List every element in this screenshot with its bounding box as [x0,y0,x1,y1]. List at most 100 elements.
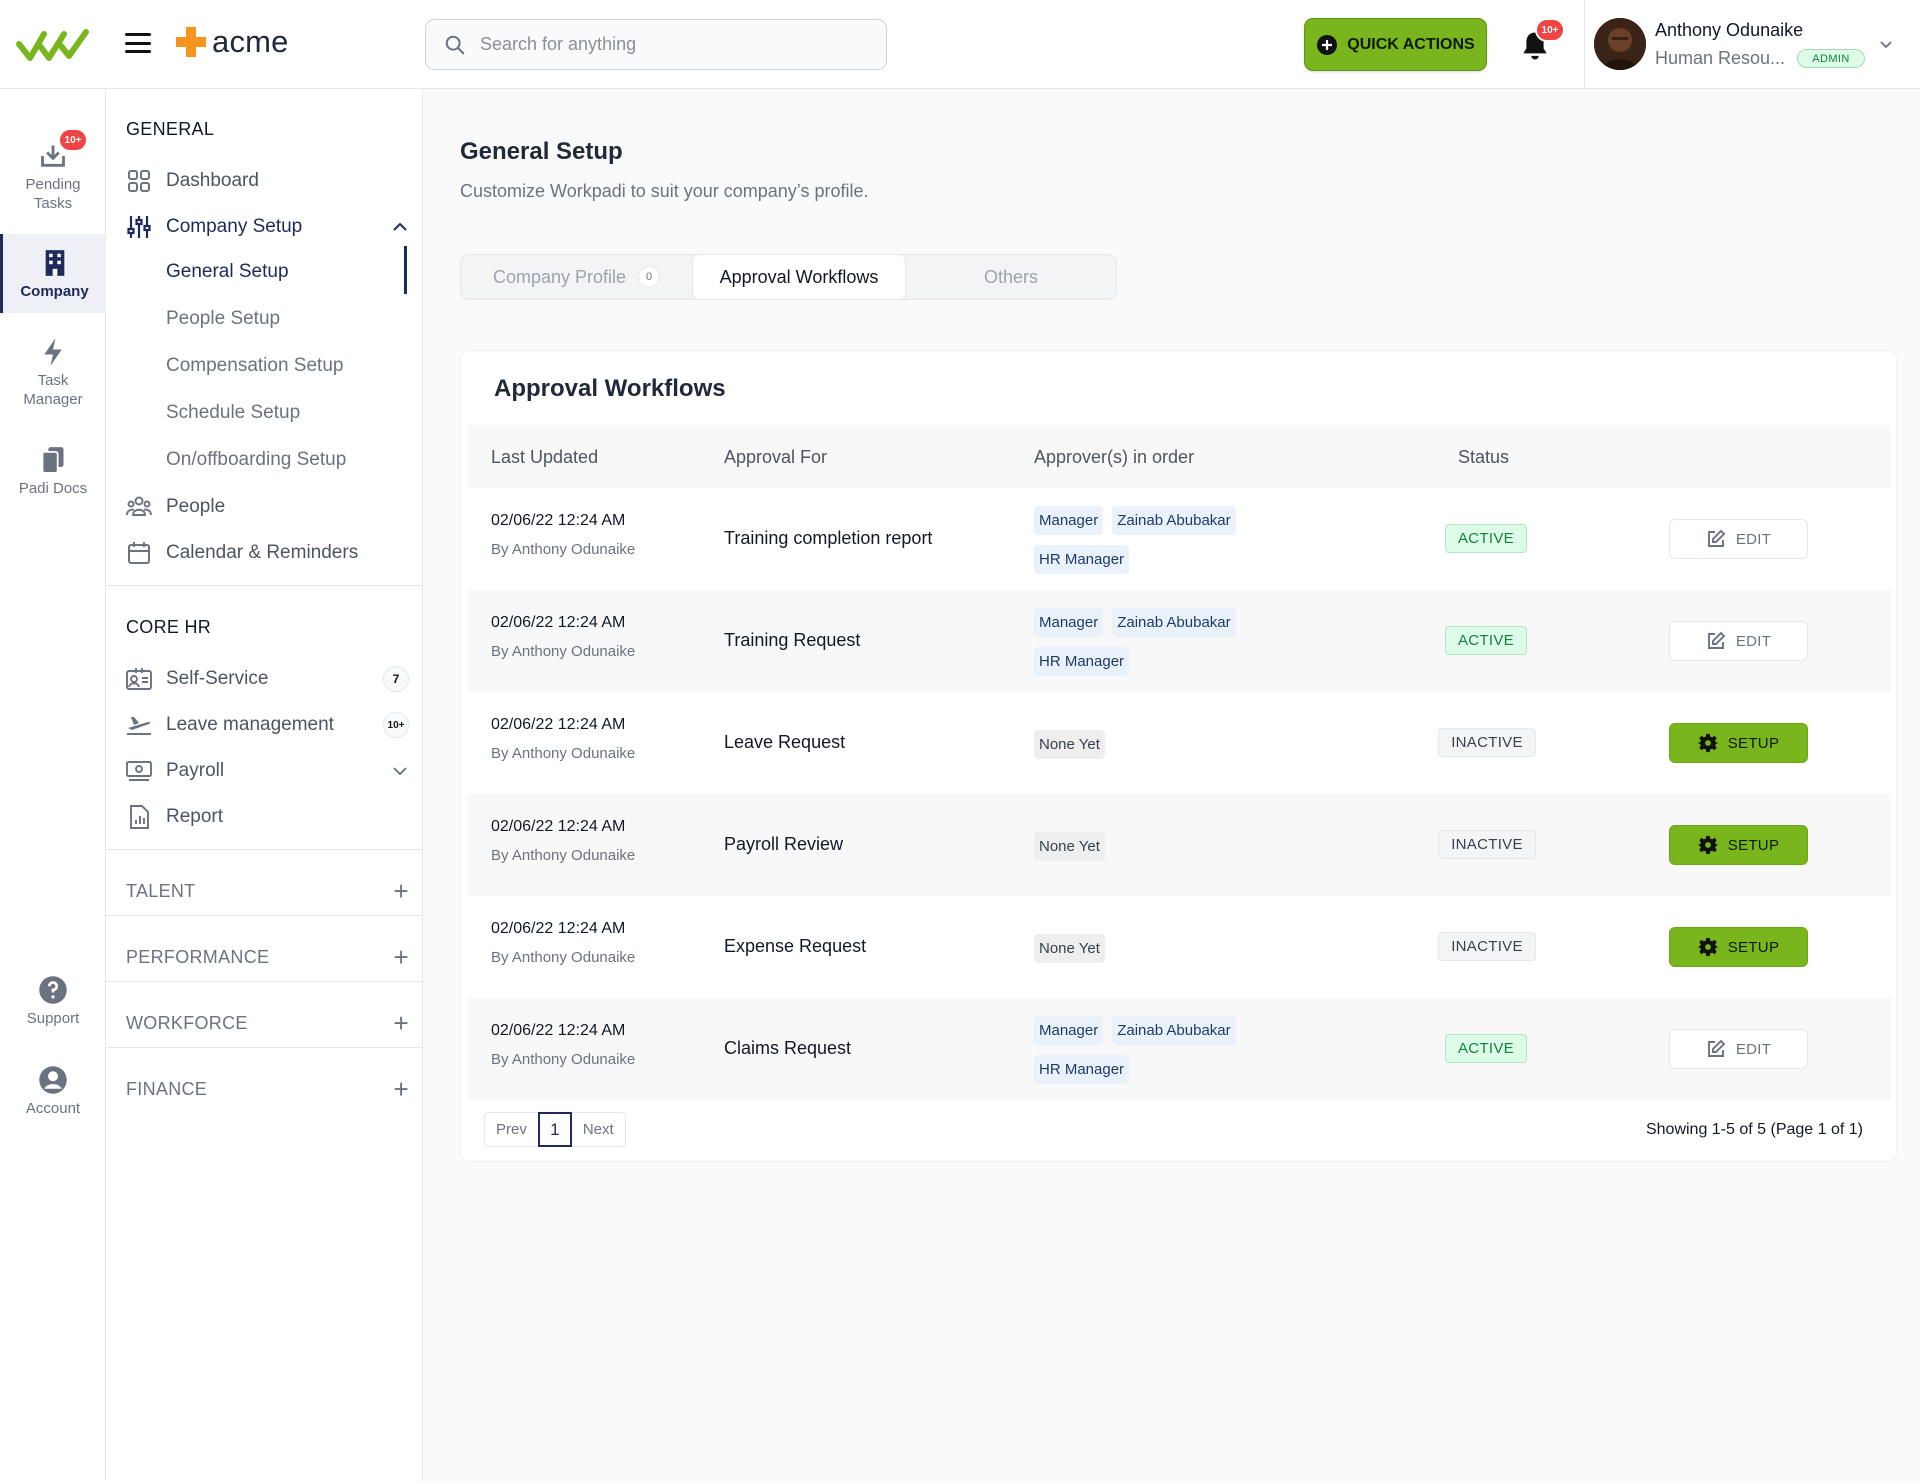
col-approvers: Approver(s) in order [1034,447,1195,467]
setup-button[interactable]: SETUP [1669,723,1808,763]
nav-leave-management[interactable]: Leave management 10+ [126,707,409,743]
self-service-count: 7 [383,666,409,692]
plus-icon[interactable]: + [393,875,409,906]
report-icon [126,804,152,830]
setup-button-label: SETUP [1727,836,1780,854]
rail-support[interactable]: Support [0,975,106,1028]
tab-approval-workflows[interactable]: Approval Workflows [692,254,906,300]
next-button[interactable]: Next [582,1121,614,1138]
user-name: Anthony Odunaike [1655,20,1804,40]
rail-pending-tasks[interactable]: 10+ Pending Tasks [0,128,106,213]
airplane-icon [126,712,152,738]
tab-approval-workflows-label: Approval Workflows [719,266,879,287]
updated-by: By Anthony Odunaike [491,1051,636,1068]
hamburger-icon[interactable] [124,29,152,57]
chevron-down-icon[interactable] [1877,35,1895,53]
approvers-list: None Yet [1034,730,1264,759]
nav-people[interactable]: People [126,489,409,525]
approver-chip: Manager [1034,1016,1104,1045]
edit-button-label: EDIT [1735,530,1772,548]
group-talent[interactable]: TALENT + [126,876,409,906]
nav-report[interactable]: Report [126,799,409,835]
approvers-list: None Yet [1034,832,1264,861]
nav-leave-label: Leave management [166,714,334,735]
section-title-general: GENERAL [126,119,215,139]
group-finance-label: FINANCE [126,1078,208,1099]
pagination: Prev 1 Next [484,1112,626,1147]
plus-icon[interactable]: + [393,1007,409,1038]
leave-count: 10+ [383,712,409,738]
page-1-button[interactable]: 1 [537,1112,572,1147]
approval-for: Payroll Review [724,834,844,854]
approvers-list: None Yet [1034,934,1264,963]
status-badge: INACTIVE [1438,728,1536,757]
search-box[interactable] [425,19,887,70]
workpadi-logo-icon[interactable] [0,0,106,89]
nav-company-setup[interactable]: Company Setup [126,209,409,245]
tab-company-profile-count: 0 [638,266,661,288]
plus-icon[interactable]: + [393,941,409,972]
col-status: Status [1458,447,1510,467]
edit-button[interactable]: EDIT [1669,621,1808,661]
group-workforce[interactable]: WORKFORCE + [126,1008,409,1038]
sub-compensation-setup[interactable]: Compensation Setup [166,355,344,376]
sub-onoffboarding-setup[interactable]: On/offboarding Setup [166,449,347,470]
tab-others[interactable]: Others [906,255,1116,299]
setup-button-label: SETUP [1727,938,1780,956]
tab-company-profile[interactable]: Company Profile 0 [461,255,692,299]
nav-payroll[interactable]: Payroll [126,753,409,789]
chevron-down-icon[interactable] [391,762,409,780]
sub-people-setup[interactable]: People Setup [166,308,281,329]
quick-actions-button[interactable]: QUICK ACTIONS [1304,18,1487,71]
tab-others-label: Others [983,266,1039,287]
secondary-sidebar: GENERAL Dashboard Company Setup General … [106,89,423,1481]
edit-button[interactable]: EDIT [1669,519,1808,559]
edit-button-label: EDIT [1735,632,1772,650]
notifications-button[interactable]: 10+ [1520,18,1565,62]
updated-by: By Anthony Odunaike [491,745,636,762]
approver-chip: HR Manager [1034,1055,1130,1084]
approvers-list: Manager Zainab Abubakar HR Manager [1034,608,1264,676]
rail-padi-docs[interactable]: Padi Docs [0,445,106,498]
nav-dashboard-label: Dashboard [166,170,259,191]
sub-schedule-setup[interactable]: Schedule Setup [166,402,301,423]
plus-icon[interactable]: + [393,1073,409,1104]
nav-dashboard[interactable]: Dashboard [126,163,409,199]
gear-icon [1697,835,1718,855]
search-input[interactable] [480,34,860,55]
edit-icon [1706,529,1726,549]
rail-account[interactable]: Account [0,1065,106,1118]
table-header: Last Updated Approval For Approver(s) in… [468,425,1891,488]
approver-chip: Manager [1034,506,1104,535]
chevron-up-icon[interactable] [391,218,409,236]
last-updated-date: 02/06/22 12:24 AM [491,1022,626,1039]
rail-task-manager[interactable]: Task Manager [0,337,106,409]
brand-logo[interactable]: acme [174,24,289,60]
edit-button[interactable]: EDIT [1669,1029,1808,1069]
documents-icon [38,445,68,475]
group-performance[interactable]: PERFORMANCE + [126,942,409,972]
setup-button[interactable]: SETUP [1669,825,1808,865]
prev-button[interactable]: Prev [496,1121,527,1138]
updated-by: By Anthony Odunaike [491,949,636,966]
nav-self-service[interactable]: Self-Service 7 [126,661,409,697]
group-workforce-label: WORKFORCE [126,1012,248,1033]
admin-badge: ADMIN [1797,49,1865,68]
setup-button[interactable]: SETUP [1669,927,1808,967]
active-indicator [404,246,407,294]
divider [106,915,423,916]
last-updated-date: 02/06/22 12:24 AM [491,614,626,631]
group-finance[interactable]: FINANCE + [126,1074,409,1104]
page-subtitle: Customize Workpadi to suit your company’… [460,181,869,201]
top-header: acme QUICK ACTIONS 10+ Anthony Odunaike … [0,0,1920,89]
approver-chip: None Yet [1034,832,1105,861]
sub-general-setup[interactable]: General Setup [166,261,289,282]
approver-chip: HR Manager [1034,647,1130,676]
user-circle-icon [38,1065,68,1095]
col-approval-for: Approval For [724,447,828,467]
lightning-icon [38,337,68,367]
avatar[interactable] [1594,18,1646,70]
nav-calendar[interactable]: Calendar & Reminders [126,535,409,571]
nav-calendar-label: Calendar & Reminders [166,542,359,563]
rail-company[interactable]: Company [0,234,106,313]
